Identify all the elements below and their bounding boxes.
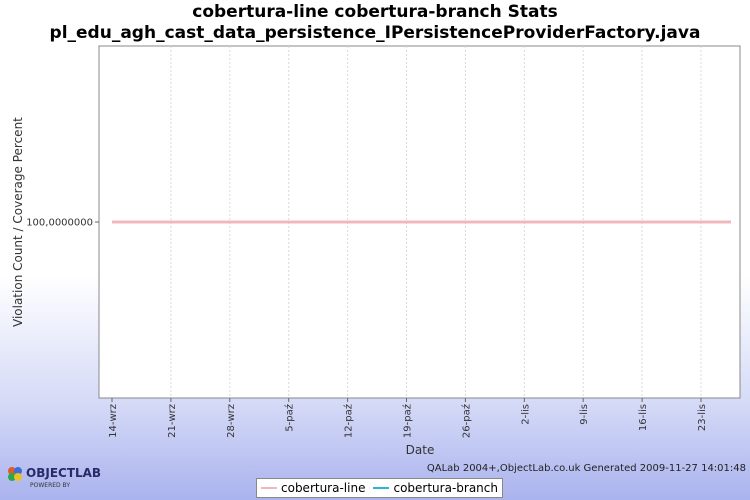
x-tick-label: 28-wrz xyxy=(226,404,237,438)
x-tick-label: 2-lis xyxy=(520,404,531,425)
x-tick-label: 16-lis xyxy=(638,404,649,431)
objectlab-logo: OBJECTLAB POWERED BY xyxy=(4,463,101,497)
chart-title: cobertura-line cobertura-branch Stats xyxy=(192,2,558,22)
x-axis-ticks: 14-wrz 21-wrz 28-wrz 5-paź 12-paź 19-paź 26-pa… xyxy=(108,398,708,438)
x-tick-label: 26-paź xyxy=(460,404,472,438)
x-tick-label: 5-paź xyxy=(284,404,296,432)
x-tick-label: 21-wrz xyxy=(167,404,178,438)
logo-text: OBJECTLAB xyxy=(26,466,102,480)
legend-item-line: cobertura-line xyxy=(261,481,365,495)
x-axis-label: Date xyxy=(405,443,435,457)
x-tick-label: 19-paź xyxy=(402,404,414,438)
x-tick-label: 23-lis xyxy=(697,404,708,431)
y-tick-label: 100,0000000 xyxy=(26,218,93,229)
logo-mark-icon xyxy=(8,467,22,481)
x-tick-label: 9-lis xyxy=(579,404,590,425)
logo-subtext: POWERED BY xyxy=(30,482,71,489)
legend-swatch-line xyxy=(261,487,277,489)
y-axis-ticks: 100,0000000 xyxy=(26,218,99,229)
legend-item-branch: cobertura-branch xyxy=(373,481,498,495)
legend: cobertura-line cobertura-branch xyxy=(256,478,503,498)
legend-swatch-branch xyxy=(373,487,390,489)
generated-footer: QALab 2004+,ObjectLab.co.uk Generated 20… xyxy=(426,463,746,474)
x-tick-label: 14-wrz xyxy=(108,404,119,438)
y-axis-label: Violation Count / Coverage Percent xyxy=(11,117,25,327)
chart-subtitle: pl_edu_agh_cast_data_persistence_IPersis… xyxy=(49,23,701,43)
legend-label-branch: cobertura-branch xyxy=(393,481,498,495)
legend-label-line: cobertura-line xyxy=(281,481,366,495)
x-tick-label: 12-paź xyxy=(343,404,355,438)
